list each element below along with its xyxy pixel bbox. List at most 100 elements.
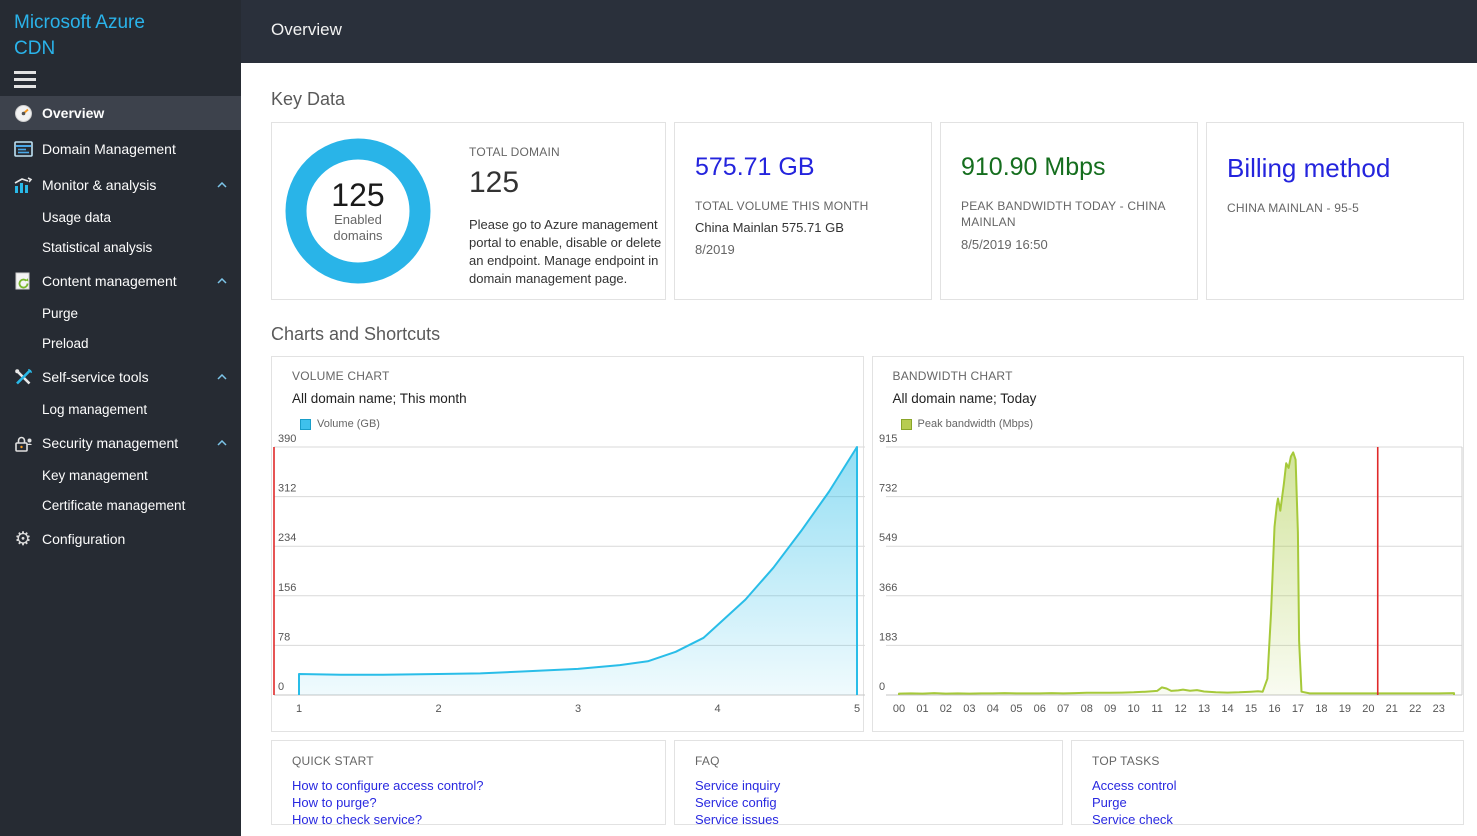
svg-text:4: 4 <box>714 703 720 715</box>
sidebar-item-label: Key management <box>42 467 148 483</box>
main-content: Key Data 125 Enabled domains TOTAL DOMAI… <box>241 63 1477 836</box>
sidebar-item-configuration[interactable]: ⚙ Configuration <box>0 522 241 556</box>
bandwidth-chart-legend[interactable]: Peak bandwidth (Mbps) <box>900 418 1444 430</box>
svg-text:0: 0 <box>278 681 284 693</box>
sidebar-item-content-management[interactable]: Content management <box>0 264 241 298</box>
bandwidth-area-chart[interactable]: 0 183 366 549 732 915 00 01 02 03 04 05 06 07 08 09 10 11… <box>873 431 1466 723</box>
quick-start-title: QUICK START <box>292 754 374 768</box>
volume-chart-card: VOLUME CHART All domain name; This month… <box>271 356 865 732</box>
donut-value: 125 <box>331 177 385 213</box>
svg-text:09: 09 <box>1104 703 1116 715</box>
hamburger-menu-icon[interactable] <box>14 71 36 88</box>
faq-title: FAQ <box>695 754 720 768</box>
total-volume-card: 575.71 GB TOTAL VOLUME THIS MONTH China … <box>674 122 932 300</box>
monitor-icon <box>13 175 33 195</box>
quick-start-links: How to configure access control? How to p… <box>292 777 645 828</box>
sidebar-item-label: Configuration <box>42 531 126 547</box>
sidebar-item-label: Security management <box>42 435 179 451</box>
faq-links: Service inquiry Service config Service iss… <box>695 777 1042 828</box>
sidebar-item-log-management[interactable]: Log management <box>0 394 241 424</box>
topbar: Overview <box>241 0 1477 63</box>
sidebar-item-domain-management[interactable]: Domain Management <box>0 132 241 166</box>
sidebar-item-label: Statistical analysis <box>42 239 153 255</box>
link-how-to-check-service[interactable]: How to check service? <box>292 812 423 827</box>
svg-text:21: 21 <box>1385 703 1397 715</box>
svg-text:312: 312 <box>278 483 296 495</box>
volume-chart-title: VOLUME CHART <box>292 369 390 383</box>
sidebar-item-key-management[interactable]: Key management <box>0 460 241 490</box>
sidebar-item-label: Preload <box>42 335 89 351</box>
sidebar-item-label: Self-service tools <box>42 369 149 385</box>
peak-bandwidth-value: 910.90 Mbps <box>961 153 1106 181</box>
svg-text:915: 915 <box>879 433 897 445</box>
key-data-row: 125 Enabled domains TOTAL DOMAIN 125 Ple… <box>271 122 1464 300</box>
total-domain-info: TOTAL DOMAIN 125 Please go to Azure mana… <box>469 145 667 288</box>
total-volume-value: 575.71 GB <box>695 153 815 181</box>
sidebar-item-label: Certificate management <box>42 497 186 513</box>
svg-text:12: 12 <box>1174 703 1186 715</box>
sidebar-item-certificate-management[interactable]: Certificate management <box>0 490 241 520</box>
sidebar-item-preload[interactable]: Preload <box>0 328 241 358</box>
svg-text:16: 16 <box>1268 703 1280 715</box>
chevron-up-icon[interactable] <box>217 182 227 188</box>
domain-icon <box>13 139 33 159</box>
key-data-heading: Key Data <box>271 89 346 109</box>
donut-ring <box>285 138 431 284</box>
sidebar-item-overview[interactable]: Overview <box>0 96 241 130</box>
link-access-control[interactable]: Access control <box>1092 778 1177 793</box>
sidebar-item-self-service-tools[interactable]: Self-service tools <box>0 360 241 394</box>
bandwidth-legend-label: Peak bandwidth (Mbps) <box>917 418 1034 430</box>
svg-text:78: 78 <box>278 631 290 643</box>
svg-text:3: 3 <box>575 703 581 715</box>
svg-text:01: 01 <box>916 703 928 715</box>
sidebar-item-label: Log management <box>42 401 148 417</box>
billing-method-label: CHINA MAINLAN - 95-5 <box>1227 201 1360 215</box>
gauge-icon <box>13 103 33 123</box>
total-volume-label: TOTAL VOLUME THIS MONTH <box>695 199 869 213</box>
svg-text:549: 549 <box>879 532 897 544</box>
link-purge[interactable]: Purge <box>1092 795 1127 810</box>
svg-text:15: 15 <box>1244 703 1256 715</box>
sidebar-item-security-management[interactable]: Security management <box>0 426 241 460</box>
svg-text:1: 1 <box>296 703 302 715</box>
link-how-to-purge[interactable]: How to purge? <box>292 795 377 810</box>
sidebar-item-label: Content management <box>42 273 177 289</box>
volume-chart-legend[interactable]: Volume (GB) <box>300 418 843 430</box>
app-logo: Microsoft Azure CDN <box>0 0 241 62</box>
faq-card: FAQ Service inquiry Service config Service… <box>674 740 1063 828</box>
total-domain-description: Please go to Azure management portal to … <box>469 217 662 286</box>
svg-text:14: 14 <box>1221 703 1233 715</box>
link-how-to-configure-access-control[interactable]: How to configure access control? <box>292 778 484 793</box>
chevron-up-icon[interactable] <box>217 374 227 380</box>
total-volume-period: 8/2019 <box>695 242 735 257</box>
svg-text:366: 366 <box>879 582 897 594</box>
link-service-inquiry[interactable]: Service inquiry <box>695 778 781 793</box>
svg-text:0: 0 <box>879 681 885 693</box>
svg-text:02: 02 <box>939 703 951 715</box>
sidebar-item-label: Monitor & analysis <box>42 177 157 193</box>
chevron-up-icon[interactable] <box>217 440 227 446</box>
peak-bandwidth-label: PEAK BANDWIDTH TODAY - CHINA MAINLAN <box>961 199 1166 229</box>
link-service-issues[interactable]: Service issues <box>695 812 779 827</box>
charts-row: VOLUME CHART All domain name; This month… <box>271 356 1464 732</box>
billing-method-card: Billing method CHINA MAINLAN - 95-5 <box>1206 122 1464 300</box>
charts-shortcuts-heading: Charts and Shortcuts <box>271 324 441 344</box>
link-service-check[interactable]: Service check <box>1092 812 1173 827</box>
brand-line1: Microsoft Azure <box>14 12 145 33</box>
total-domain-label: TOTAL DOMAIN <box>469 145 560 159</box>
svg-text:22: 22 <box>1409 703 1421 715</box>
sidebar-item-statistical-analysis[interactable]: Statistical analysis <box>0 232 241 262</box>
total-volume-detail: China Mainlan 575.71 GB <box>695 220 844 235</box>
bandwidth-chart-card: BANDWIDTH CHART All domain name; Today P… <box>871 356 1466 732</box>
content-icon <box>13 271 33 291</box>
svg-text:156: 156 <box>278 582 296 594</box>
sidebar-item-monitor-analysis[interactable]: Monitor & analysis <box>0 168 241 202</box>
total-domain-value: 125 <box>469 166 520 199</box>
chevron-up-icon[interactable] <box>217 278 227 284</box>
svg-text:5: 5 <box>854 703 860 715</box>
svg-text:04: 04 <box>986 703 998 715</box>
sidebar-item-purge[interactable]: Purge <box>0 298 241 328</box>
link-service-config[interactable]: Service config <box>695 795 777 810</box>
sidebar-item-usage-data[interactable]: Usage data <box>0 202 241 232</box>
